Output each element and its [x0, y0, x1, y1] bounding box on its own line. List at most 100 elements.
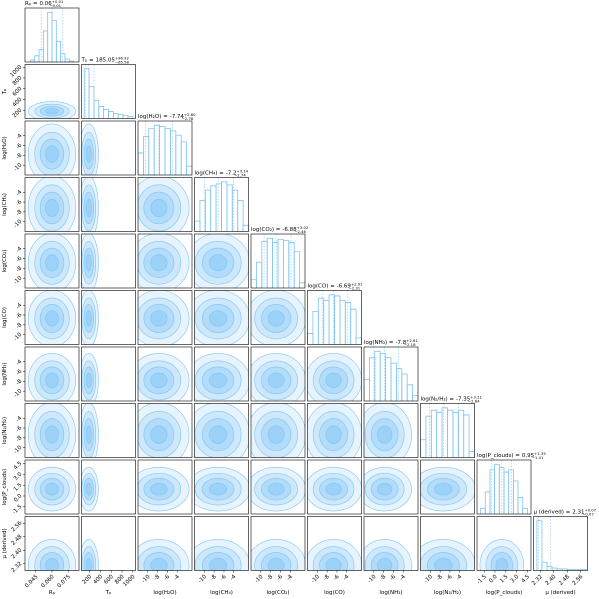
hist-step	[272, 242, 279, 288]
contour	[83, 366, 94, 395]
hist-step	[480, 508, 486, 514]
contour	[39, 191, 65, 225]
contour	[201, 304, 235, 333]
hist-step	[266, 237, 273, 288]
panel-frame	[307, 346, 362, 402]
contour	[45, 558, 59, 571]
panel-frame	[24, 346, 80, 402]
hist-step	[312, 310, 319, 345]
y-tick-label: -4	[15, 302, 23, 310]
contour	[85, 425, 92, 444]
panel-frame	[24, 64, 80, 119]
x-tick-label: -10	[310, 574, 321, 585]
panel-frame	[137, 403, 193, 458]
contour	[370, 477, 399, 501]
contour	[194, 353, 249, 401]
panel-title: μ (derived) = 2.31+0.07 −0.07	[534, 508, 597, 517]
y-tick-label: -10	[13, 332, 24, 343]
contour	[138, 467, 190, 512]
contour	[434, 482, 453, 496]
panel	[250, 403, 306, 458]
x-tick-label: -8	[436, 574, 444, 582]
hist-step	[334, 295, 341, 345]
y-tick-label: -10	[13, 162, 24, 173]
panel: -10 -8 -6-4 log(NH₃)	[2, 346, 80, 402]
y-tick-label: -4	[15, 133, 23, 141]
panel-frame	[250, 290, 306, 345]
hist-step	[374, 350, 381, 401]
contour	[434, 558, 453, 571]
hist-step	[339, 299, 346, 345]
contour	[34, 360, 70, 401]
hist-step	[541, 561, 548, 571]
x-tick-label: -4	[399, 574, 407, 582]
hist-step	[170, 130, 177, 175]
y-axis-label: log(CO₂)	[2, 249, 8, 272]
panel: -10-8-6-4 log(N₂/H₂)	[420, 516, 475, 596]
contour	[209, 254, 228, 272]
contour	[420, 539, 475, 571]
panel	[137, 177, 193, 232]
x-axis-label: log(P_clouds)	[486, 590, 523, 596]
contour	[150, 372, 168, 389]
hist-step	[34, 55, 40, 62]
panel: -1.50.01.53.04.5 log(P_clouds)	[2, 459, 80, 516]
y-axis-label: log(P_clouds)	[2, 469, 8, 506]
hist-step	[406, 384, 413, 401]
panel: log(N₂/H₂) = -7.35+3.11 −2.84	[420, 395, 483, 458]
panel-frame	[137, 233, 193, 289]
hist-step	[159, 126, 166, 175]
x-tick-label: -8	[379, 574, 387, 582]
contour	[27, 290, 77, 345]
x-tick-label: -6	[163, 574, 171, 582]
hist-step	[83, 68, 90, 119]
contour	[143, 552, 175, 571]
x-tick-label: 0.045	[24, 574, 40, 590]
contour	[27, 403, 77, 458]
hist-step	[88, 86, 95, 119]
panel-frame	[194, 459, 249, 515]
contour	[312, 360, 355, 401]
panel-frame	[24, 177, 80, 232]
panel	[194, 233, 249, 289]
hist-step	[546, 565, 553, 571]
contour	[312, 472, 355, 506]
hist-step	[293, 251, 300, 288]
x-tick-label: -6	[389, 574, 397, 582]
hist-step	[512, 480, 519, 514]
panel-frame	[24, 290, 80, 345]
y-tick-label: 200	[12, 107, 24, 119]
panel	[194, 346, 249, 402]
x-tick-label: -10	[197, 574, 208, 585]
contour	[150, 254, 168, 272]
y-tick-label: 3.0	[13, 471, 24, 482]
hist-step	[93, 100, 100, 119]
panel	[307, 459, 362, 515]
hist-step	[369, 357, 376, 401]
contour	[39, 418, 65, 452]
panel-frame	[24, 403, 80, 458]
contour	[194, 403, 249, 458]
contour	[307, 403, 362, 458]
contour	[201, 366, 235, 395]
contour	[83, 247, 94, 278]
panel-frame	[194, 516, 249, 571]
panel	[137, 403, 193, 458]
hist-step	[251, 279, 257, 288]
x-tick-label: -4	[455, 574, 463, 582]
x-axis-label: log(CO₂)	[266, 590, 289, 596]
x-tick-label: -1.5	[476, 574, 488, 586]
panel-frame	[250, 516, 306, 571]
panel	[194, 459, 249, 515]
panel	[307, 346, 362, 402]
contour	[85, 558, 92, 571]
panel-frame	[81, 64, 136, 119]
panel	[250, 290, 306, 345]
contour	[325, 558, 342, 571]
hist-step	[425, 415, 432, 458]
hist-step	[430, 409, 438, 458]
panel-frame	[24, 120, 80, 176]
y-tick-label: -8	[15, 322, 23, 330]
